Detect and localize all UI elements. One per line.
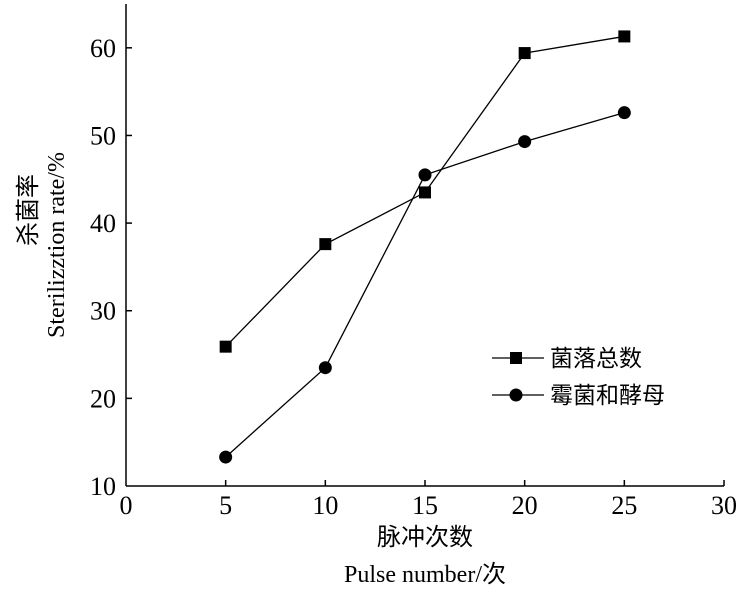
x-tick-label: 0 (120, 491, 133, 520)
y-axis-title-en: Sterilizztion rate/% (44, 152, 70, 338)
legend-marker-2 (509, 388, 523, 402)
legend-label-1: 菌落总数 (550, 346, 642, 372)
series-1-point (419, 186, 431, 199)
x-tick-label: 10 (312, 491, 338, 520)
x-tick-label: 25 (611, 491, 637, 520)
axes (125, 4, 724, 487)
legend-marker-1 (510, 352, 522, 364)
series-2-point (518, 135, 532, 149)
x-tick-label: 5 (219, 491, 232, 520)
series-2-point (617, 106, 631, 120)
x-ticks: 0 5 10 15 20 25 30 (120, 480, 737, 520)
y-tick-label: 30 (90, 297, 116, 326)
y-tick-label: 10 (90, 472, 116, 501)
y-ticks: 10 20 30 40 50 60 (90, 34, 132, 501)
y-tick-label: 50 (90, 121, 116, 150)
series-1-point (319, 238, 332, 251)
series-1-point (618, 30, 631, 43)
series-1-point (518, 47, 531, 60)
series-2-point (418, 168, 432, 182)
x-axis-title-en: Pulse number/次 (344, 561, 506, 588)
series-layer (219, 30, 631, 464)
legend-label-2: 霉菌和酵母 (550, 383, 665, 409)
x-axis-title-cn: 脉冲次数 (377, 524, 473, 551)
series-2-point (219, 450, 233, 464)
series-2-point (318, 361, 332, 375)
series-1-point (219, 340, 232, 353)
x-tick-label: 20 (512, 491, 538, 520)
y-tick-label: 60 (90, 34, 116, 63)
y-tick-label: 40 (90, 209, 116, 238)
x-tick-label: 15 (412, 491, 438, 520)
x-tick-label: 30 (711, 491, 737, 520)
y-tick-label: 20 (90, 384, 116, 413)
y-axis-title-cn: 杀菌率 (15, 174, 42, 246)
